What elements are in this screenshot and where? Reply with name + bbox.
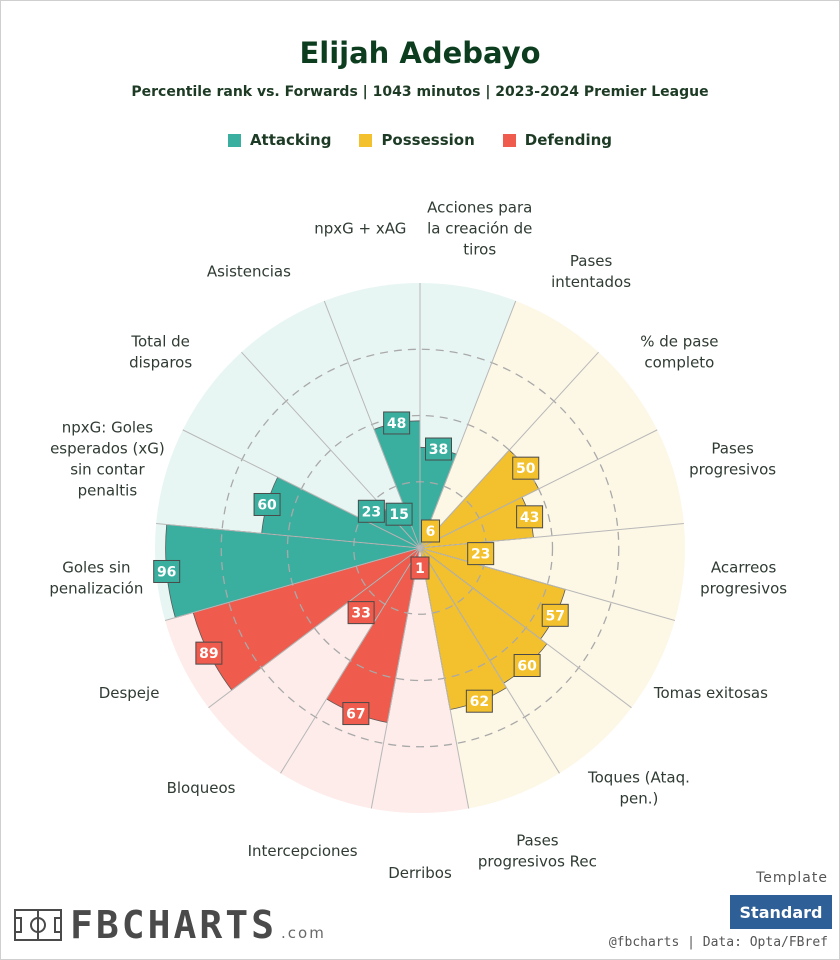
category-label-4: Pases progresivos [689,440,776,479]
brand-name: FBCHARTS [70,903,278,947]
spoke-6 [419,547,676,622]
legend-swatch-defending [502,133,516,147]
pitch-icon [14,909,62,941]
category-label-1: Acciones para la creación de tiros [427,199,532,259]
value-badge-3 [512,456,540,480]
value-badge-15 [357,499,385,523]
chart-title: Elijah Adebayo [299,36,541,70]
legend-label-attacking: Attacking [249,131,332,149]
category-label-3: % de pase completo [640,333,718,372]
category-label-8: Pases progresivos Rec [478,832,597,871]
value-label-7: 60 [517,659,537,675]
value-label-3: 50 [516,461,536,477]
legend: Attacking Possession Defending [0,131,840,149]
category-label-16: Asistencias [207,263,291,281]
value-badge-17 [383,411,411,435]
value-label-10: 67 [346,707,365,723]
value-label-1: 38 [429,442,448,458]
template-badge[interactable]: Standard [730,895,832,929]
background-wedge [371,548,469,814]
value-label-12: 89 [199,646,218,662]
spoke-4 [419,429,658,549]
value-badge-11 [347,601,375,625]
background-wedge [420,300,599,548]
value-label-15: 23 [362,504,381,520]
spoke-14 [156,523,421,549]
spoke-2 [419,300,517,549]
legend-item-defending: Defending [502,131,613,149]
category-label-14: npxG: Goles esperados (xG) sin contar penal… [50,419,165,500]
category-label-10: Intercepciones [248,842,358,860]
legend-swatch-attacking [227,133,241,147]
spoke-12 [208,547,421,709]
spoke-3 [419,351,599,549]
value-badge-16 [385,502,413,526]
value-badge-13 [153,559,181,583]
value-label-17: 48 [387,416,406,432]
legend-label-defending: Defending [524,131,613,149]
value-badge-2 [421,519,441,543]
spoke-7 [419,547,632,709]
legend-swatch-possession [359,133,373,147]
value-badge-10 [342,702,370,726]
legend-item-possession: Possession [359,131,475,149]
value-badge-14 [253,492,281,516]
value-badge-8 [465,689,493,713]
spoke-13 [164,547,421,622]
value-badge-4 [516,505,544,529]
value-label-8: 62 [470,694,489,710]
category-label-6: Tomas exitosas [653,684,768,702]
spoke-10 [370,547,421,809]
value-badge-1 [425,437,453,461]
value-badge-6 [541,603,569,627]
value-label-14: 60 [257,497,277,513]
value-label-9: 1 [415,561,425,577]
value-badge-9 [410,556,430,580]
category-label-12: Despeje [99,684,160,702]
spoke-9 [419,547,470,809]
value-label-16: 15 [389,507,408,523]
value-label-13: 96 [157,564,176,580]
value-label-4: 43 [520,510,539,526]
category-label-13: Goles sin penalización [49,558,143,597]
value-label-5: 23 [471,547,490,563]
chart-subtitle: Percentile rank vs. Forwards | 1043 minu… [131,84,709,100]
spoke-15 [182,429,421,549]
category-label-17: npxG + xAG [314,220,406,238]
value-badge-5 [467,542,495,566]
legend-label-possession: Possession [381,131,475,149]
category-label-15: Total de disparos [129,333,192,372]
brand-logo: FBCHARTS .com [14,906,326,944]
background-wedge [241,300,420,548]
category-label-9: Derribos [388,864,452,882]
category-label-2: Pases intentados [551,252,631,291]
legend-item-attacking: Attacking [227,131,332,149]
category-label-5: Acarreos progresivos [700,558,787,597]
spoke-8 [419,547,560,774]
background-wedge [182,352,420,548]
category-label-11: Bloqueos [167,779,236,797]
credits: @fbcharts | Data: Opta/FBref [608,935,828,950]
template-label: Template [756,870,828,886]
value-label-2: 6 [426,524,436,540]
ring-75 [220,348,620,748]
category-label-7: Toques (Ataq. pen.) [587,769,690,808]
value-label-6: 57 [545,608,564,624]
value-badge-12 [195,641,223,665]
spoke-5 [419,523,684,549]
spoke-11 [280,547,421,774]
ring-50 [286,414,554,682]
value-label-11: 33 [351,606,370,622]
value-badge-7 [513,654,541,678]
brand-tld: .com [281,924,326,942]
